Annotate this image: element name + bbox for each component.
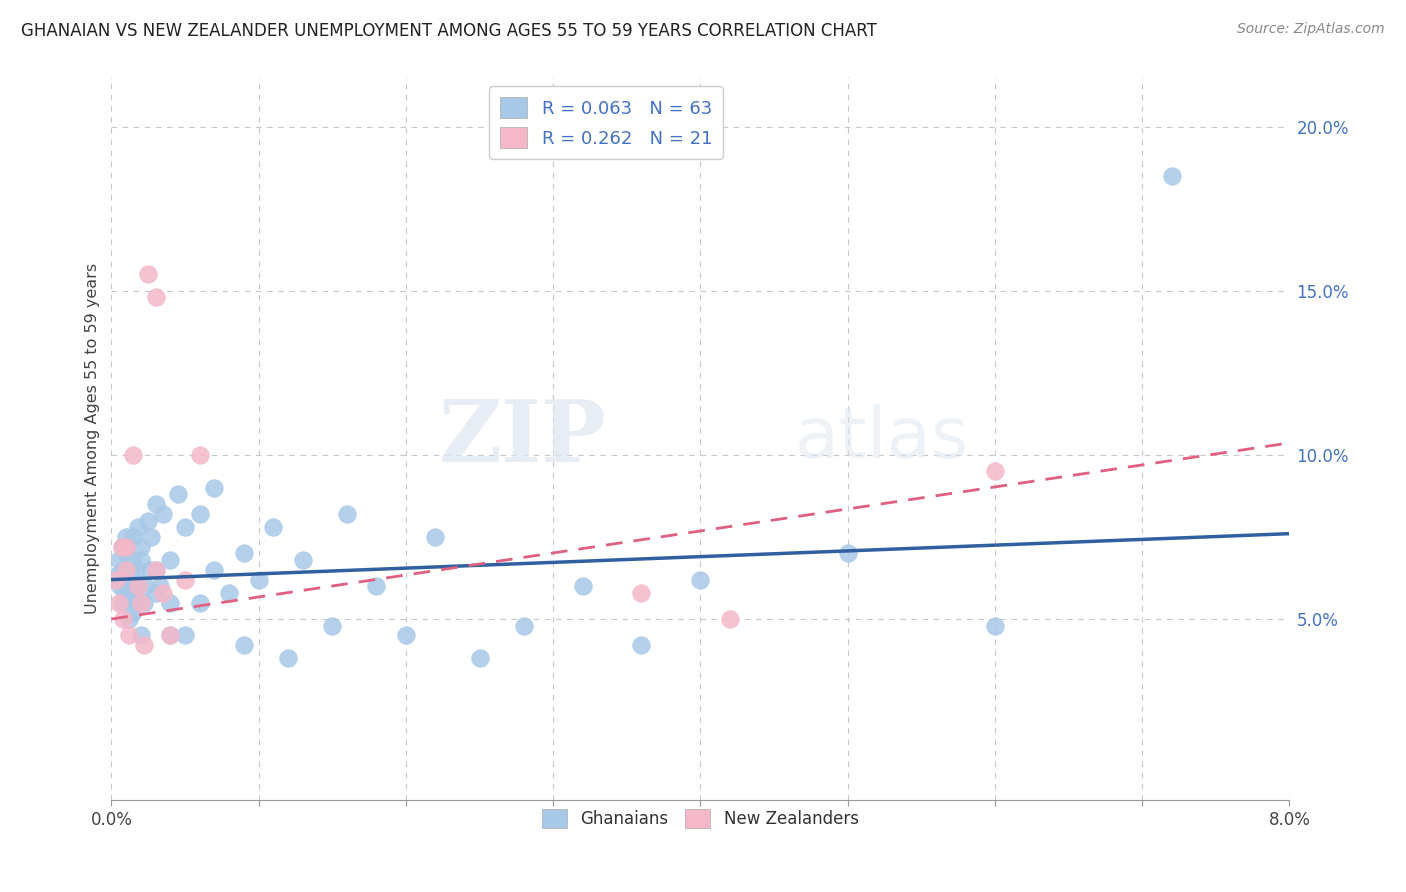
- Point: [718, 612, 741, 626]
- Point: [112, 596, 135, 610]
- Point: [127, 579, 149, 593]
- Point: [120, 566, 142, 580]
- Point: [689, 573, 711, 587]
- Point: [262, 520, 284, 534]
- Point: [134, 579, 156, 593]
- Point: [188, 507, 211, 521]
- Point: [159, 628, 181, 642]
- Point: [104, 569, 127, 583]
- Point: [159, 596, 181, 610]
- Point: [188, 596, 211, 610]
- Point: [145, 563, 167, 577]
- Point: [321, 618, 343, 632]
- Point: [149, 579, 172, 593]
- Point: [111, 540, 134, 554]
- Text: Source: ZipAtlas.com: Source: ZipAtlas.com: [1237, 22, 1385, 37]
- Point: [232, 546, 254, 560]
- Point: [115, 563, 138, 577]
- Point: [111, 540, 134, 554]
- Point: [145, 586, 167, 600]
- Point: [166, 487, 188, 501]
- Point: [107, 596, 129, 610]
- Point: [110, 579, 132, 593]
- Point: [1160, 169, 1182, 183]
- Point: [145, 497, 167, 511]
- Point: [129, 540, 152, 554]
- Point: [468, 651, 491, 665]
- Point: [136, 514, 159, 528]
- Point: [218, 586, 240, 600]
- Point: [118, 628, 141, 642]
- Point: [174, 628, 197, 642]
- Text: atlas: atlas: [794, 404, 969, 473]
- Point: [115, 540, 138, 554]
- Point: [512, 618, 534, 632]
- Point: [122, 606, 145, 620]
- Point: [204, 563, 226, 577]
- Point: [232, 638, 254, 652]
- Point: [115, 573, 138, 587]
- Point: [837, 546, 859, 560]
- Point: [115, 530, 138, 544]
- Y-axis label: Unemployment Among Ages 55 to 59 years: Unemployment Among Ages 55 to 59 years: [86, 263, 100, 614]
- Point: [127, 596, 149, 610]
- Point: [159, 628, 181, 642]
- Point: [630, 638, 652, 652]
- Point: [336, 507, 359, 521]
- Point: [291, 553, 314, 567]
- Text: ZIP: ZIP: [439, 396, 606, 481]
- Point: [129, 628, 152, 642]
- Point: [984, 464, 1007, 478]
- Point: [247, 573, 270, 587]
- Point: [277, 651, 299, 665]
- Point: [122, 448, 145, 462]
- Legend: Ghanaians, New Zealanders: Ghanaians, New Zealanders: [536, 802, 865, 835]
- Point: [174, 520, 197, 534]
- Point: [124, 579, 146, 593]
- Point: [152, 586, 174, 600]
- Point: [104, 573, 127, 587]
- Point: [159, 553, 181, 567]
- Point: [112, 612, 135, 626]
- Point: [129, 553, 152, 567]
- Point: [118, 612, 141, 626]
- Point: [145, 290, 167, 304]
- Point: [125, 563, 148, 577]
- Point: [138, 563, 160, 577]
- Point: [132, 596, 155, 610]
- Point: [118, 586, 141, 600]
- Point: [152, 507, 174, 521]
- Point: [114, 586, 136, 600]
- Point: [366, 579, 388, 593]
- Point: [174, 573, 197, 587]
- Point: [115, 546, 138, 560]
- Point: [112, 563, 135, 577]
- Point: [395, 628, 418, 642]
- Point: [107, 553, 129, 567]
- Point: [188, 448, 211, 462]
- Point: [984, 618, 1007, 632]
- Point: [204, 481, 226, 495]
- Text: GHANAIAN VS NEW ZEALANDER UNEMPLOYMENT AMONG AGES 55 TO 59 YEARS CORRELATION CHA: GHANAIAN VS NEW ZEALANDER UNEMPLOYMENT A…: [21, 22, 877, 40]
- Point: [425, 530, 447, 544]
- Point: [132, 638, 155, 652]
- Point: [141, 530, 163, 544]
- Point: [122, 530, 145, 544]
- Point: [127, 520, 149, 534]
- Point: [136, 268, 159, 282]
- Point: [129, 596, 152, 610]
- Point: [145, 563, 167, 577]
- Point: [571, 579, 593, 593]
- Point: [630, 586, 652, 600]
- Point: [121, 553, 143, 567]
